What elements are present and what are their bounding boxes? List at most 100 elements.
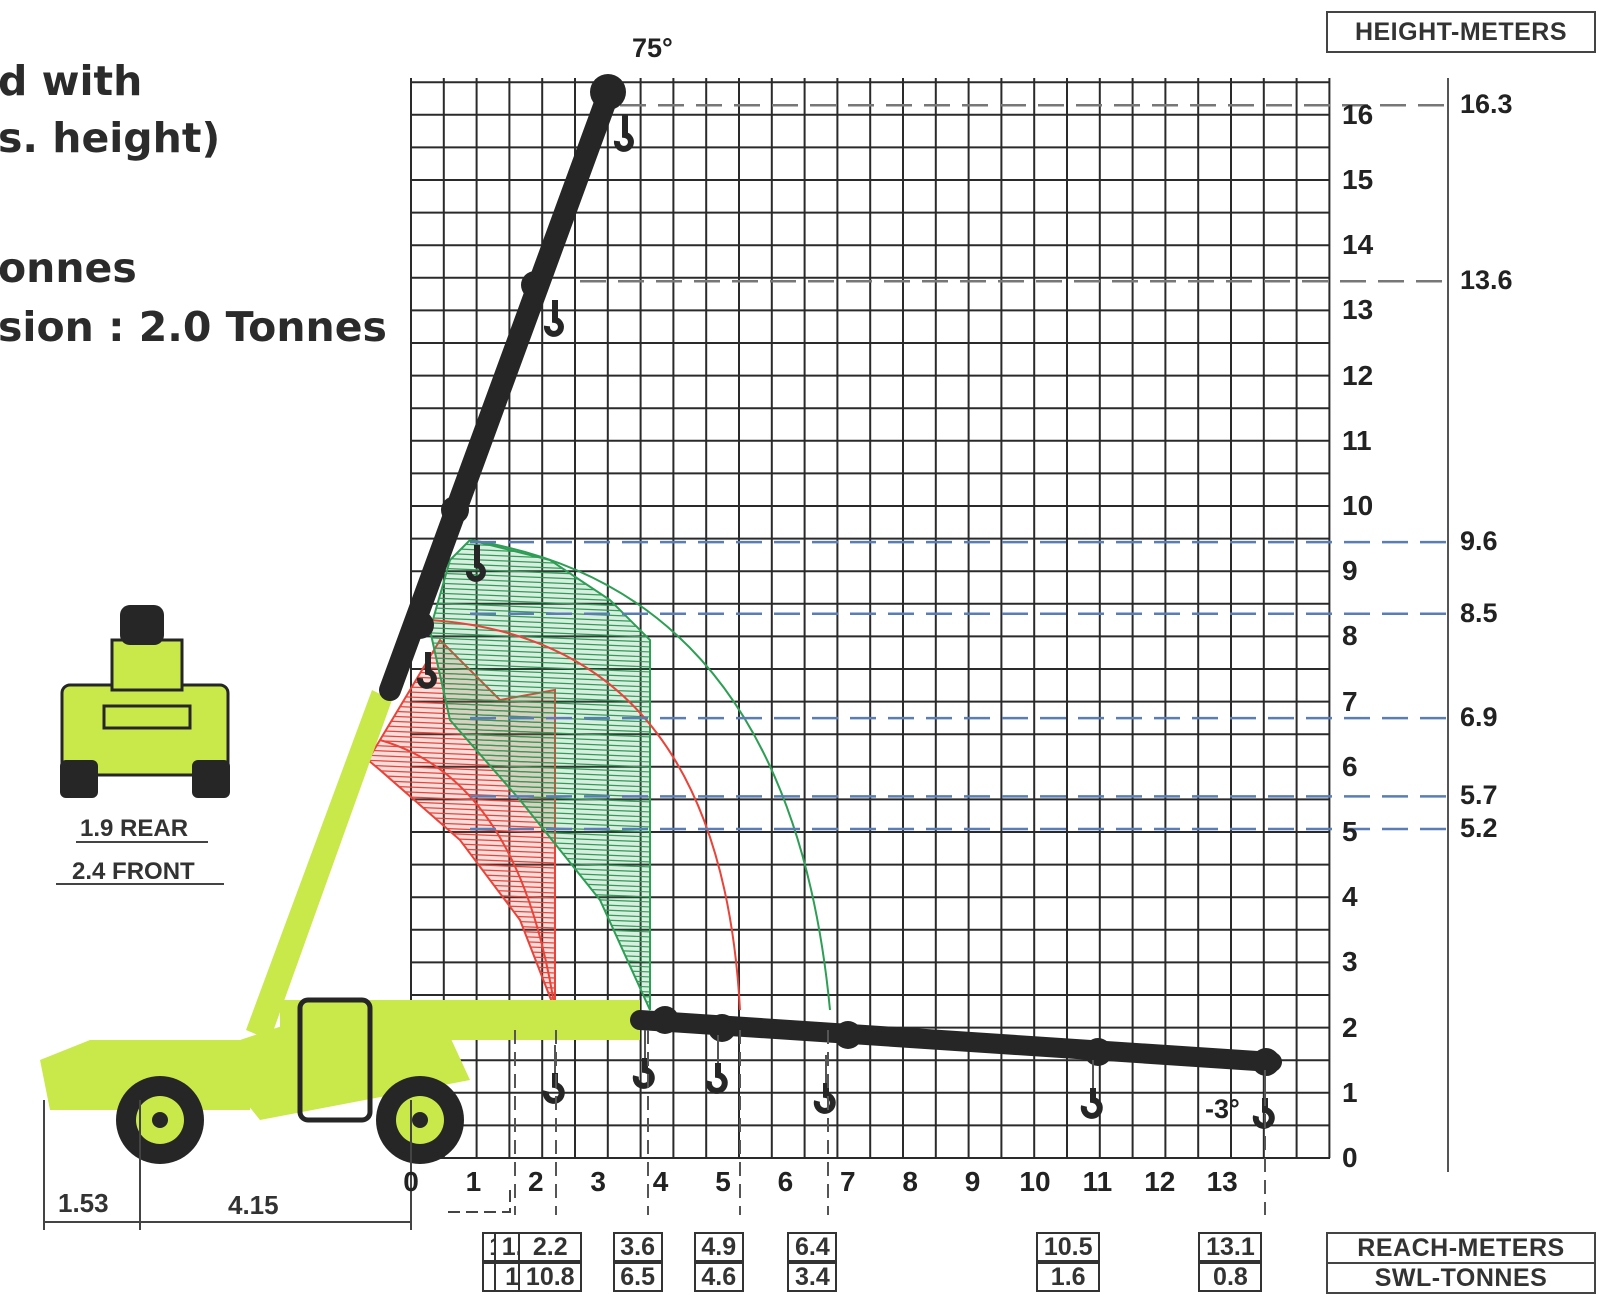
hook-icon	[1080, 1088, 1103, 1119]
swl-value-cell: 0.8	[1198, 1262, 1263, 1292]
red-outer-arc	[429, 619, 741, 1011]
hook-icon	[705, 1063, 728, 1094]
boom-joint	[1252, 1048, 1280, 1076]
title-line-4: sion : 2.0 Tonnes	[0, 303, 387, 351]
x-tick-label: 3	[590, 1166, 606, 1197]
y-tick-label: 4	[1342, 881, 1358, 913]
boom-section	[379, 84, 619, 701]
y-tick-label: 7	[1342, 685, 1358, 717]
boom-angle-top-label: 75°	[632, 33, 673, 63]
hook-icon	[542, 1073, 565, 1104]
x-tick-label: 0	[403, 1166, 419, 1197]
y-tick-label: 9	[1342, 555, 1358, 587]
swl-value-cell: 1.6	[1036, 1262, 1101, 1292]
hook-icon	[813, 1083, 836, 1114]
boom-joint	[651, 1006, 679, 1034]
x-tick-label: 10	[1019, 1166, 1051, 1197]
y-tick-label: 12	[1342, 359, 1374, 391]
front-boom-head	[120, 605, 164, 645]
height-mark-label: 5.7	[1460, 780, 1498, 811]
x-tick-label: 7	[840, 1166, 856, 1197]
height-mark-label: 8.5	[1460, 597, 1498, 628]
front-wheel	[60, 760, 98, 798]
hook-icon	[1252, 1098, 1275, 1129]
boom-base	[280, 1000, 640, 1040]
x-tick-label: 5	[715, 1166, 731, 1197]
y-tick-label: 2	[1342, 1011, 1358, 1043]
x-tick-label: 1	[465, 1166, 482, 1197]
x-tick-label: 12	[1144, 1166, 1176, 1197]
hook-icon	[613, 115, 634, 152]
hook-icon	[416, 652, 437, 689]
wheel-center	[412, 1112, 428, 1128]
height-lines	[470, 103, 1448, 831]
telehandler-side-view	[40, 690, 640, 1164]
swl-value-cell: 10.8	[518, 1262, 583, 1292]
reach-value-cell: 10.5	[1036, 1232, 1101, 1262]
dimension-dash	[448, 1190, 511, 1213]
boom-joint	[834, 1021, 862, 1049]
boom-head	[590, 74, 626, 110]
counterweight	[40, 1040, 250, 1110]
x-tick-label: 9	[964, 1166, 981, 1197]
rear-overhang-label: 1.53	[58, 1188, 109, 1218]
boom-extended	[630, 1010, 1282, 1072]
red-inner-arc	[379, 739, 556, 1011]
y-tick-label: 1	[1342, 1076, 1358, 1108]
rear-track-label: 1.9 REAR	[80, 815, 189, 842]
boom-angle-bottom-label: -3°	[1205, 1094, 1240, 1124]
boom-lowered	[514, 1006, 1282, 1215]
telehandler-front-view	[60, 605, 230, 798]
x-tick-label: 13	[1206, 1166, 1238, 1197]
wheelbase-label: 4.15	[228, 1190, 279, 1220]
x-tick-label: 8	[902, 1166, 918, 1197]
y-tick-label: 16	[1342, 98, 1374, 130]
y-tick-label: 10	[1342, 490, 1374, 521]
title-line-1: d with	[0, 57, 143, 105]
reach-value-cell: 3.6	[612, 1232, 663, 1262]
height-mark-label: 6.9	[1460, 702, 1498, 733]
y-tick-label: 5	[1342, 816, 1358, 847]
swl-value-cell: 6.5	[612, 1262, 663, 1292]
y-tick-label: 8	[1342, 620, 1358, 652]
front-plate	[102, 704, 192, 730]
boom-raised	[379, 74, 634, 701]
height-mark-label: 9.6	[1460, 526, 1498, 557]
reach-value-cell: 6.4	[787, 1232, 838, 1262]
y-tick-label: 0	[1342, 1142, 1358, 1173]
y-tick-label: 3	[1342, 946, 1358, 978]
height-mark-label: 5.2	[1460, 812, 1498, 843]
swl-value-cell: 3.4	[787, 1262, 838, 1292]
y-tick-label: 13	[1342, 294, 1374, 326]
boom-joint	[708, 1014, 736, 1042]
boom-lift-arm	[246, 690, 392, 1040]
height-mark-label: 16.3	[1460, 89, 1513, 120]
hook-icon	[632, 1058, 655, 1089]
cab	[297, 997, 373, 1123]
boom-joint	[406, 611, 434, 639]
y-tick-label: 6	[1342, 750, 1358, 782]
front-cab	[110, 638, 184, 692]
title-line-3: onnes	[0, 244, 137, 292]
reach-value-cell: 13.1	[1198, 1232, 1263, 1262]
height-mark-label: 13.6	[1460, 265, 1513, 296]
swl-tonnes-label: SWL-TONNES	[1326, 1262, 1596, 1294]
y-tick-label: 15	[1342, 164, 1374, 195]
x-tick-label: 11	[1082, 1166, 1113, 1197]
x-tick-label: 6	[777, 1166, 794, 1197]
x-tick-label: 2	[528, 1166, 544, 1197]
title-line-2: s. height)	[0, 114, 221, 162]
reach-meters-label: REACH-METERS	[1326, 1232, 1596, 1264]
hook-icon	[543, 300, 564, 337]
boom-joint	[1084, 1038, 1112, 1066]
dimension-lines	[43, 841, 511, 1230]
height-meters-label: HEIGHT-METERS	[1326, 11, 1596, 53]
hook-icon	[465, 545, 486, 582]
y-tick-label: 14	[1342, 229, 1374, 261]
wheel-center	[152, 1112, 168, 1128]
reach-value-cell: 4.9	[693, 1232, 744, 1262]
reach-value-cell: 2.2	[518, 1232, 583, 1262]
green-outer-arc	[469, 539, 831, 1011]
front-track-label: 2.4 FRONT	[72, 858, 195, 885]
